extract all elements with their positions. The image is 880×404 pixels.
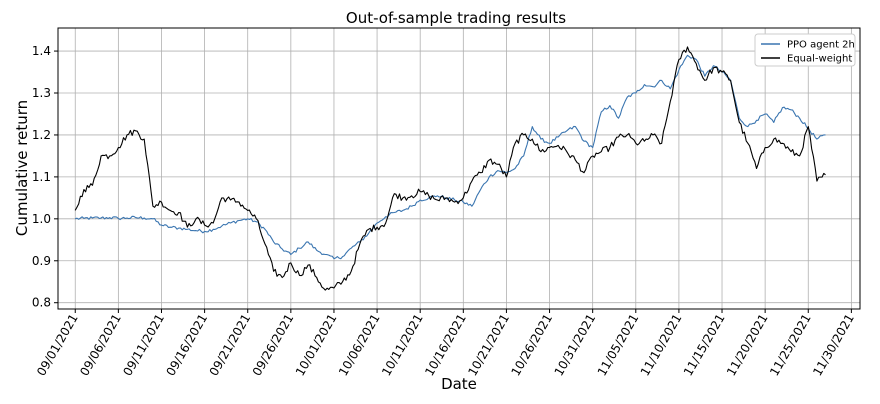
y-tick-label: 0.9 (32, 254, 51, 268)
grid-lines (58, 28, 860, 309)
legend-label-ppo-agent: PPO agent 2h (787, 40, 855, 51)
chart-title: Out-of-sample trading results (346, 9, 566, 27)
y-axis-label: Cumulative return (13, 100, 31, 236)
legend: PPO agent 2h Equal-weight (754, 33, 856, 67)
series-line-ppo-agent (75, 54, 826, 260)
legend-label-equal-weight: Equal-weight (787, 54, 852, 65)
y-tick-label: 0.8 (32, 296, 51, 310)
series-layer (74, 46, 826, 291)
y-axis: 0.8 0.9 1.0 1.1 1.2 1.3 1.4 (32, 44, 58, 310)
y-tick-label: 1.4 (32, 44, 51, 58)
series-line-equal-weight (74, 46, 826, 291)
y-tick-label: 1.3 (32, 86, 51, 100)
plot-frame (57, 27, 861, 310)
x-axis-label: Date (441, 375, 477, 393)
y-tick-label: 1.1 (32, 170, 51, 184)
y-tick-label: 1.2 (32, 128, 51, 142)
y-tick-label: 1.0 (32, 212, 51, 226)
